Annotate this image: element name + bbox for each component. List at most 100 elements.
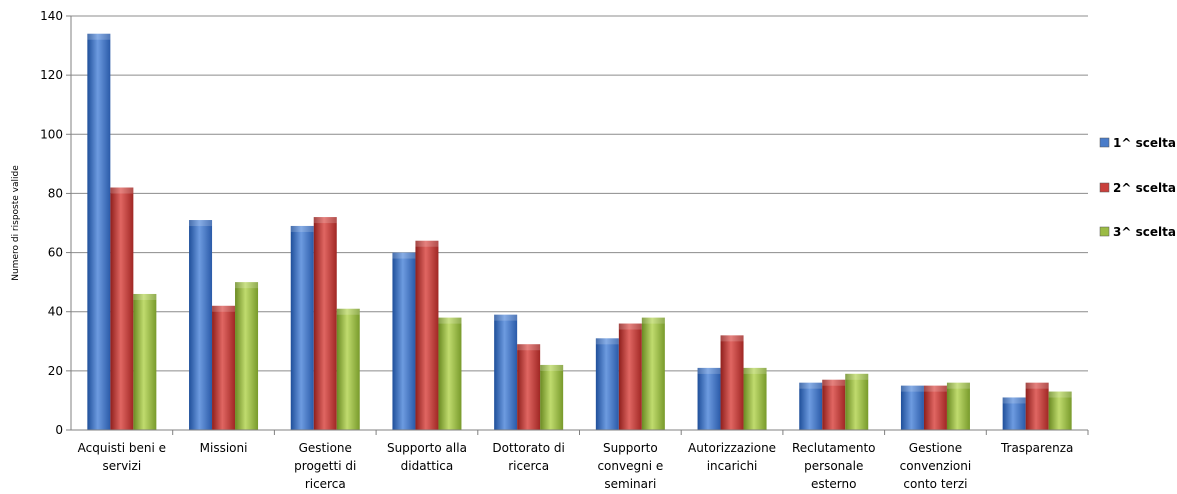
bar-highlight (697, 367, 721, 374)
bar-3 (743, 367, 767, 430)
bar-1 (189, 220, 213, 430)
bar-highlight (822, 379, 846, 386)
bar-3 (235, 282, 259, 430)
x-category-label: convenzioni (900, 459, 972, 473)
bar-2 (923, 385, 947, 430)
legend-swatch (1099, 137, 1110, 148)
x-category-label: ricerca (508, 459, 549, 473)
bar-highlight (87, 33, 111, 40)
y-tick-label: 60 (48, 246, 63, 260)
x-category-label: Dottorato di (492, 441, 564, 455)
y-tick-label: 100 (40, 127, 63, 141)
bar-1 (595, 338, 619, 430)
bar-highlight (1025, 382, 1049, 389)
bar-highlight (641, 317, 665, 324)
x-axis-categories: Acquisti beni e servizi Missioni Gestione pr… (78, 430, 1089, 491)
x-category-label: personale (804, 459, 863, 473)
x-category-label: didattica (401, 459, 454, 473)
bar-3 (133, 293, 157, 430)
y-tick-label: 120 (40, 68, 63, 82)
bar-2 (212, 305, 236, 430)
bar-highlight (517, 344, 541, 351)
x-category-label: Gestione (909, 441, 962, 455)
bar-highlight (110, 187, 134, 194)
bar-highlight (392, 252, 416, 259)
bar-2 (720, 335, 744, 430)
x-category-label: Gestione (299, 441, 352, 455)
bars (87, 33, 1072, 430)
bar-highlight (313, 217, 337, 224)
bar-2 (1025, 382, 1049, 430)
y-axis-ticks: 0 20 40 60 80 100 120 140 (40, 9, 71, 437)
bar-2 (822, 379, 846, 430)
bar-highlight (540, 364, 564, 371)
legend-swatch (1099, 182, 1110, 193)
bar-1 (1002, 397, 1026, 430)
y-axis-label: Numero di risposte valide (11, 165, 21, 281)
bar-highlight (189, 220, 213, 227)
bar-3 (946, 382, 970, 430)
legend-swatch (1099, 226, 1110, 237)
bar-highlight (618, 323, 642, 330)
bar-3 (641, 317, 665, 430)
bar-highlight (845, 373, 869, 380)
x-category-label: Autorizzazione (688, 441, 776, 455)
bar-highlight (1048, 391, 1072, 398)
bar-highlight (720, 335, 744, 342)
y-tick-label: 80 (48, 186, 63, 200)
bar-1 (87, 33, 111, 430)
x-category-label: Trasparenza (1000, 441, 1073, 455)
bar-highlight (336, 308, 360, 315)
bar-2 (415, 240, 439, 430)
bar-3 (438, 317, 462, 430)
bar-highlight (438, 317, 462, 324)
legend: 1^ scelta 2^ scelta 3^ scelta (1099, 136, 1176, 239)
x-category-label: convegni e (597, 459, 663, 473)
bar-highlight (946, 382, 970, 389)
bar-2 (313, 217, 337, 430)
bar-highlight (900, 385, 924, 392)
bar-highlight (235, 282, 259, 289)
x-category-label: progetti di (294, 459, 356, 473)
legend-label: 3^ scelta (1113, 225, 1176, 239)
y-tick-label: 0 (55, 423, 63, 437)
bar-1 (494, 314, 518, 430)
bar-highlight (743, 367, 767, 374)
bar-highlight (290, 225, 314, 232)
x-category-label: servizi (103, 459, 142, 473)
legend-label: 1^ scelta (1113, 136, 1176, 150)
x-category-label: Supporto alla (387, 441, 467, 455)
y-tick-label: 40 (48, 305, 63, 319)
x-category-label: ricerca (305, 477, 346, 491)
x-category-label: incarichi (707, 459, 758, 473)
bar-1 (290, 225, 314, 430)
x-category-label: conto terzi (903, 477, 967, 491)
bar-highlight (595, 338, 619, 345)
bar-3 (845, 373, 869, 430)
bar-1 (392, 252, 416, 430)
y-tick-label: 20 (48, 364, 63, 378)
x-category-label: Acquisti beni e (78, 441, 166, 455)
x-category-label: Missioni (200, 441, 248, 455)
x-category-label: seminari (604, 477, 656, 491)
bar-3 (336, 308, 360, 430)
bar-highlight (1002, 397, 1026, 404)
bar-2 (517, 344, 541, 430)
bar-highlight (212, 305, 236, 312)
x-category-label: Supporto (603, 441, 658, 455)
bar-highlight (133, 293, 157, 300)
bar-3 (540, 364, 564, 430)
legend-label: 2^ scelta (1113, 181, 1176, 195)
x-category-label: Reclutamento (792, 441, 876, 455)
bar-highlight (415, 240, 439, 247)
x-category-label: esterno (811, 477, 856, 491)
bar-1 (799, 382, 823, 430)
bar-1 (697, 367, 721, 430)
bar-highlight (494, 314, 518, 321)
y-tick-label: 140 (40, 9, 63, 23)
bar-1 (900, 385, 924, 430)
bar-2 (110, 187, 134, 430)
bar-3 (1048, 391, 1072, 430)
bar-highlight (799, 382, 823, 389)
bar-2 (618, 323, 642, 430)
